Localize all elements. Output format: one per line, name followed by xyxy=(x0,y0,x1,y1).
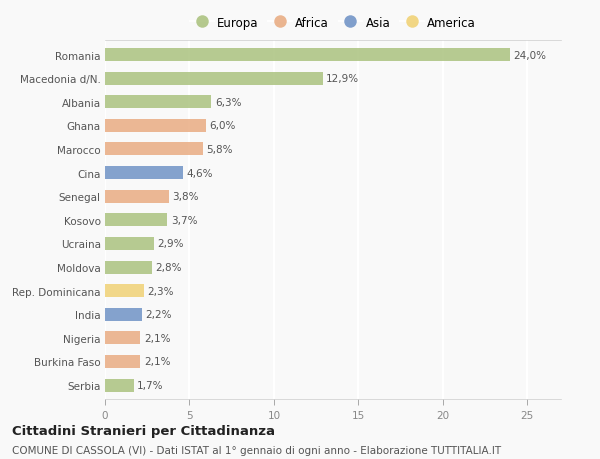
Bar xyxy=(105,190,169,203)
Text: 2,1%: 2,1% xyxy=(144,357,170,367)
Legend: Europa, Africa, Asia, America: Europa, Africa, Asia, America xyxy=(188,14,478,32)
Bar xyxy=(105,331,140,345)
Bar xyxy=(105,379,134,392)
Bar xyxy=(105,237,154,250)
Bar xyxy=(105,308,142,321)
Bar xyxy=(105,96,211,109)
Text: 2,2%: 2,2% xyxy=(146,309,172,319)
Text: Cittadini Stranieri per Cittadinanza: Cittadini Stranieri per Cittadinanza xyxy=(12,425,275,437)
Bar xyxy=(105,285,144,297)
Bar xyxy=(105,73,323,85)
Text: 2,9%: 2,9% xyxy=(157,239,184,249)
Text: 2,3%: 2,3% xyxy=(147,286,174,296)
Text: 4,6%: 4,6% xyxy=(186,168,212,178)
Bar xyxy=(105,167,182,179)
Bar xyxy=(105,49,511,62)
Text: 6,3%: 6,3% xyxy=(215,98,241,107)
Bar xyxy=(105,214,167,227)
Bar xyxy=(105,261,152,274)
Text: COMUNE DI CASSOLA (VI) - Dati ISTAT al 1° gennaio di ogni anno - Elaborazione TU: COMUNE DI CASSOLA (VI) - Dati ISTAT al 1… xyxy=(12,445,501,455)
Bar xyxy=(105,355,140,368)
Text: 24,0%: 24,0% xyxy=(514,50,547,61)
Text: 3,8%: 3,8% xyxy=(173,192,199,202)
Text: 12,9%: 12,9% xyxy=(326,74,359,84)
Text: 2,8%: 2,8% xyxy=(155,263,182,273)
Bar xyxy=(105,143,203,156)
Text: 1,7%: 1,7% xyxy=(137,380,164,390)
Text: 2,1%: 2,1% xyxy=(144,333,170,343)
Text: 6,0%: 6,0% xyxy=(210,121,236,131)
Text: 3,7%: 3,7% xyxy=(171,215,197,225)
Text: 5,8%: 5,8% xyxy=(206,145,233,155)
Bar xyxy=(105,120,206,133)
